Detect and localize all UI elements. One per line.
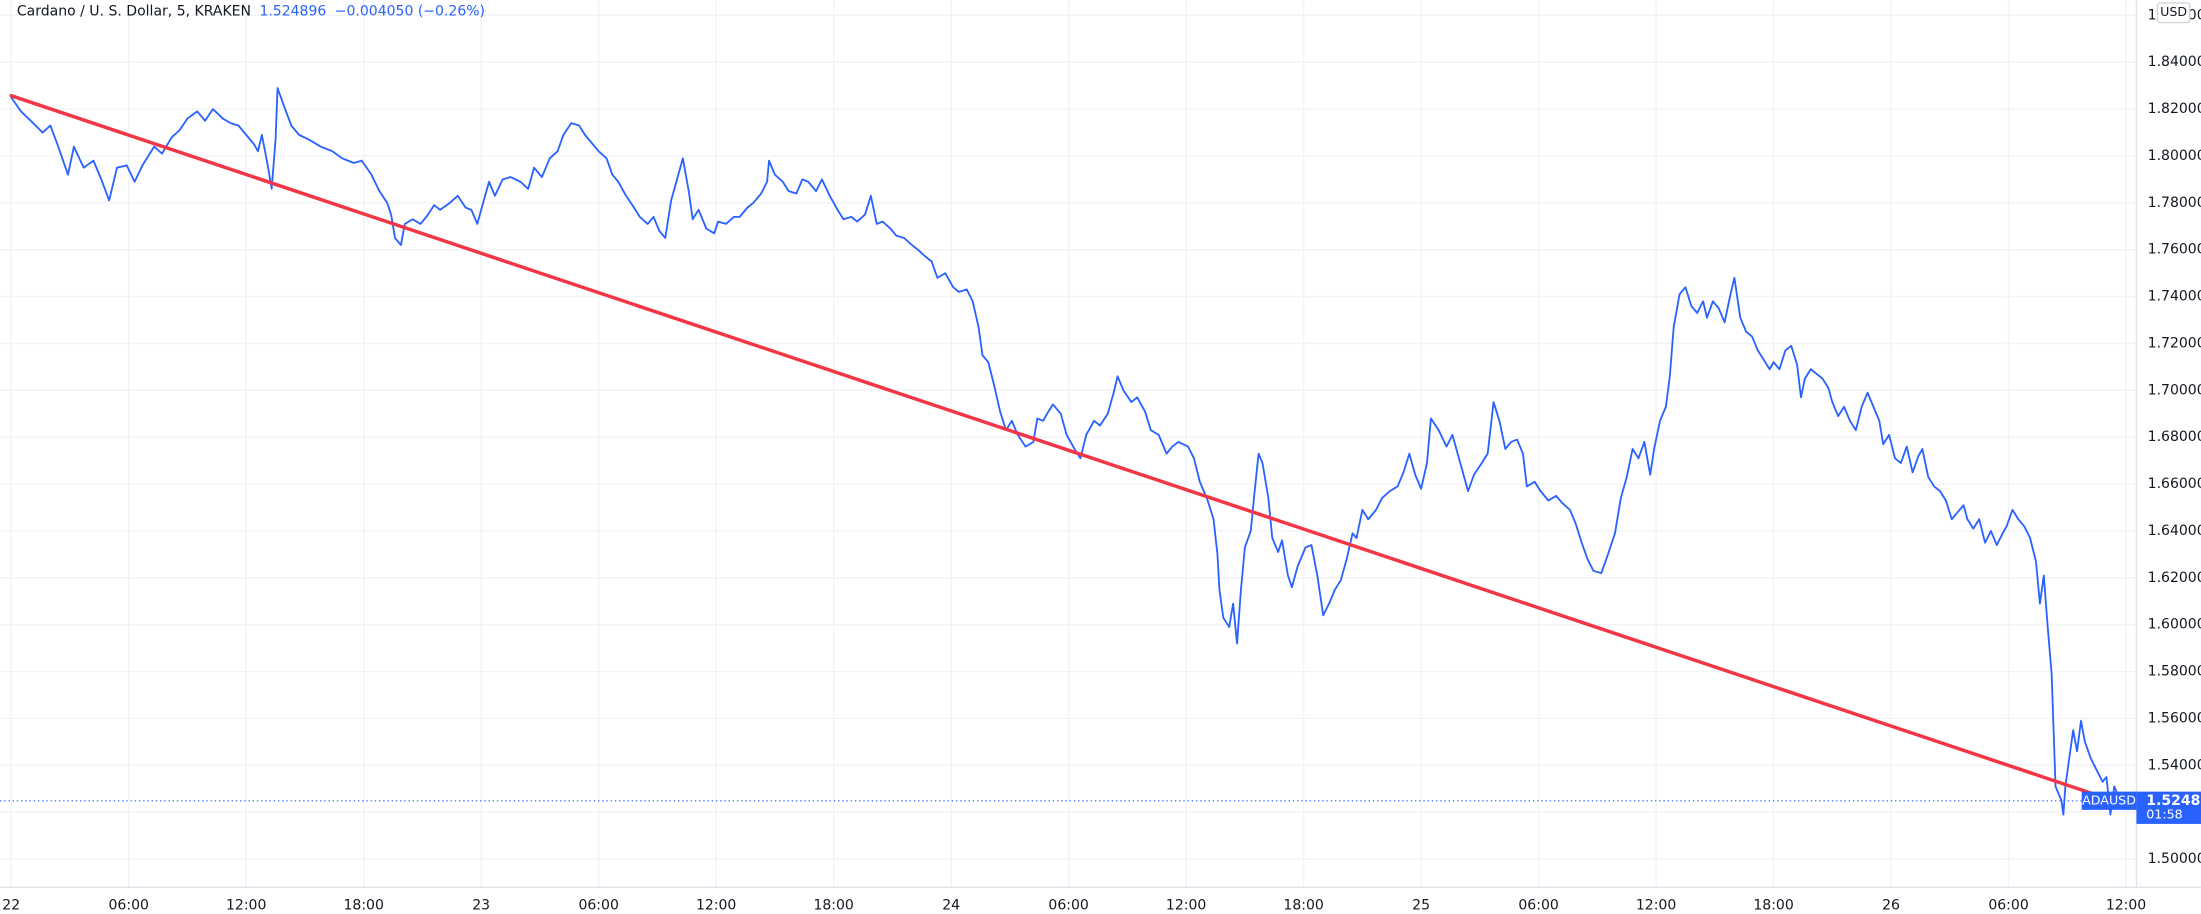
y-tick-label: 1.780000 xyxy=(2148,195,2201,211)
x-tick-label: 22 xyxy=(2,897,20,913)
price-badge xyxy=(2136,791,2201,824)
y-tick-label: 1.760000 xyxy=(2148,242,2201,258)
y-tick-label: 1.820000 xyxy=(2148,101,2201,117)
y-tick-label: 1.800000 xyxy=(2148,148,2201,164)
currency-label[interactable]: USD xyxy=(2160,4,2187,19)
y-tick-label: 1.700000 xyxy=(2148,382,2201,398)
x-tick-label: 06:00 xyxy=(1518,897,1558,913)
x-tick-label: 18:00 xyxy=(343,897,383,913)
header: Cardano / U. S. Dollar, 5, KRAKEN 1.5248… xyxy=(17,3,485,19)
x-tick-label: 18:00 xyxy=(813,897,853,913)
x-tick-label: 24 xyxy=(942,897,960,913)
x-tick-label: 23 xyxy=(472,897,490,913)
trend-line xyxy=(9,93,2122,805)
y-tick-label: 1.660000 xyxy=(2148,476,2201,492)
grid xyxy=(0,0,2137,888)
y-tick-label: 1.540000 xyxy=(2148,757,2201,773)
x-tick-label: 25 xyxy=(1412,897,1430,913)
x-tick-label: 06:00 xyxy=(1988,897,2028,913)
x-tick-label: 12:00 xyxy=(226,897,266,913)
y-tick-label: 1.580000 xyxy=(2148,664,2201,680)
x-tick-label: 12:00 xyxy=(1636,897,1676,913)
x-tick-label: 06:00 xyxy=(1048,897,1088,913)
chart-title: Cardano / U. S. Dollar, 5, KRAKEN xyxy=(17,3,251,19)
y-tick-label: 1.840000 xyxy=(2148,54,2201,70)
x-tick-label: 06:00 xyxy=(109,897,149,913)
currency-box[interactable] xyxy=(2156,2,2191,24)
symbol-badge-label: ADAUSD xyxy=(2082,792,2136,807)
symbol-badge xyxy=(2081,791,2137,810)
plot-area xyxy=(0,87,2137,816)
price-line xyxy=(10,87,2122,816)
x-tick-label: 06:00 xyxy=(578,897,618,913)
header-change: −0.004050 (−0.26%) xyxy=(335,3,485,19)
y-tick-label: 1.640000 xyxy=(2148,523,2201,539)
y-tick-label: 1.500000 xyxy=(2148,851,2201,867)
y-tick-label: 1.560000 xyxy=(2148,710,2201,726)
header-last-price: 1.524896 xyxy=(259,3,326,19)
y-tick-label: 1.740000 xyxy=(2148,289,2201,305)
price-badges: ADAUSD 1.52489601:58 xyxy=(2081,791,2201,824)
y-tick-label: 1.680000 xyxy=(2148,429,2201,445)
price-badge-countdown: 01:58 xyxy=(2146,806,2182,821)
x-tick-label: 12:00 xyxy=(1166,897,1206,913)
y-tick-label: 1.600000 xyxy=(2148,617,2201,633)
x-tick-label: 12:00 xyxy=(696,897,736,913)
x-tick-label: 18:00 xyxy=(1283,897,1323,913)
x-tick-label: 12:00 xyxy=(2106,897,2146,913)
currency-button[interactable]: USD xyxy=(2156,2,2191,24)
x-tick-label: 26 xyxy=(1882,897,1900,913)
x-tick-label: 18:00 xyxy=(1753,897,1793,913)
price-badge-value: 1.524896 xyxy=(2146,793,2201,809)
y-tick-label: 1.620000 xyxy=(2148,570,2201,586)
y-tick-label: 1.720000 xyxy=(2148,335,2201,351)
